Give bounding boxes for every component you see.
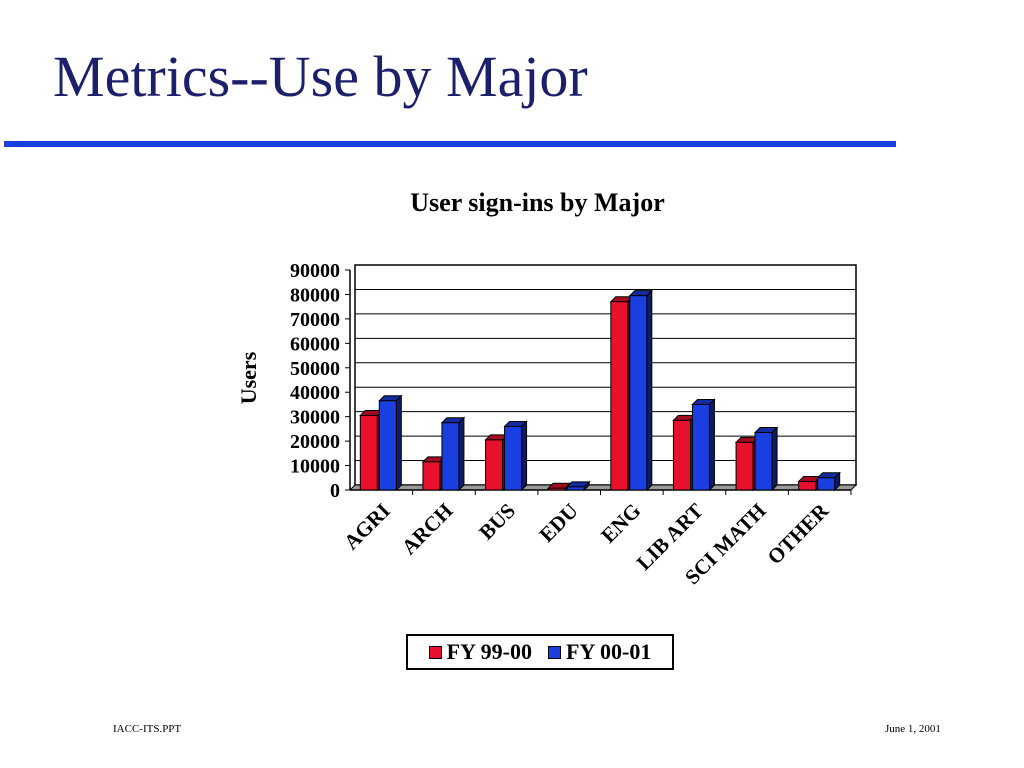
y-tick-label: 80000 [290, 284, 340, 306]
footer-date: June 1, 2001 [885, 723, 941, 735]
bar-series-1 [610, 301, 629, 491]
bar-series-2 [754, 432, 773, 491]
y-tick-label: 50000 [290, 358, 340, 380]
bar-series-2 [691, 403, 710, 491]
bar-series-1 [359, 414, 378, 491]
legend-item-series-2: FY 00-01 [548, 639, 651, 665]
x-category-label: OTHER [763, 498, 834, 569]
bar-series-1 [547, 487, 566, 491]
legend-swatch-series-2 [548, 645, 561, 659]
plot-back-wall [354, 264, 857, 486]
y-tick-label: 20000 [290, 431, 340, 453]
legend-label-series-2: FY 00-01 [566, 639, 652, 664]
bar-series-1 [672, 419, 691, 491]
slide-title: Metrics--Use by Major [53, 44, 588, 109]
bar-series-1 [798, 480, 817, 491]
x-category-label: BUS [474, 499, 520, 545]
y-tick-label: 30000 [290, 407, 340, 429]
bar-series-2 [378, 400, 397, 491]
bar-side-2 [521, 420, 528, 492]
chart-title: User sign-ins by Major [410, 188, 665, 217]
x-category-label: EDU [534, 499, 582, 547]
x-category-label: AGRI [339, 499, 395, 555]
y-tick-label: 10000 [290, 456, 340, 478]
bar-series-2 [566, 486, 585, 491]
y-tick-label: 0 [330, 480, 340, 502]
footer-filename: IACC-ITS.PPT [113, 723, 182, 735]
y-tick-label: 90000 [290, 260, 340, 282]
bar-series-2 [629, 295, 648, 491]
y-tick-label: 40000 [290, 382, 340, 404]
bar-side-2 [708, 398, 715, 492]
bar-series-2 [504, 425, 523, 491]
bar-side-2 [395, 394, 402, 492]
bar-side-2 [458, 416, 465, 492]
x-category-label: ARCH [397, 499, 458, 560]
legend-swatch-series-1 [428, 645, 442, 659]
bar-series-1 [485, 439, 504, 491]
bar-side-2 [646, 289, 653, 492]
bar-series-2 [817, 477, 836, 491]
x-category-label: ENG [596, 499, 645, 548]
title-underline [4, 141, 896, 147]
y-axis-label: Users [236, 351, 261, 404]
y-tick-label: 70000 [290, 309, 340, 331]
bar-series-2 [441, 422, 460, 491]
legend-label-series-1: FY 99-00 [446, 639, 532, 664]
legend-item-series-1: FY 99-00 [428, 639, 532, 665]
chart-legend: FY 99-00 FY 00-01 [406, 634, 674, 670]
y-tick-label: 60000 [290, 333, 340, 355]
bar-side-2 [771, 426, 778, 492]
bar-series-1 [422, 461, 441, 491]
bar-series-1 [735, 441, 754, 491]
